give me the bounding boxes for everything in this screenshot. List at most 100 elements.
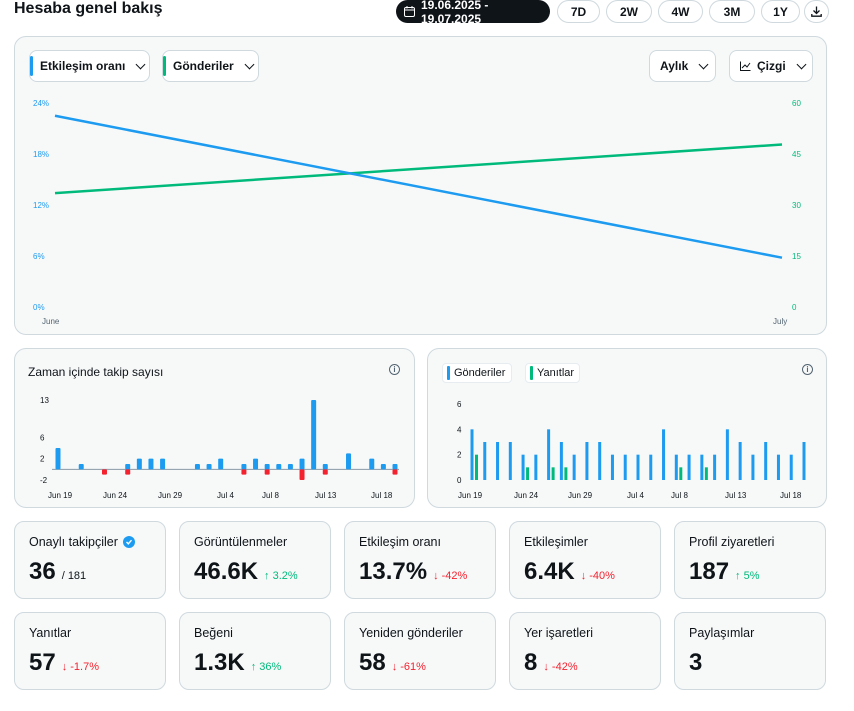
follow-gain-bar bbox=[218, 458, 224, 470]
posts-bar bbox=[649, 454, 653, 480]
follow-loss-bar bbox=[322, 469, 328, 475]
date-range-button[interactable]: 19.06.2025 - 19.07.2025 bbox=[396, 0, 550, 26]
follow-loss-bar bbox=[264, 469, 270, 475]
posts-bar bbox=[572, 454, 576, 480]
stat-card[interactable]: Yeniden gönderiler 58 ↓ -61% bbox=[344, 612, 496, 690]
stat-change: ↑ 5% bbox=[735, 570, 760, 582]
follow-gain-bar bbox=[194, 464, 200, 470]
posts-chart-card: Gönderiler Yanıtlar i 0 2 4 6 Jun 19 Jun 24 Ju… bbox=[427, 348, 827, 508]
stat-change: ↓ -40% bbox=[580, 570, 615, 582]
x-tick-label: Jun 24 bbox=[103, 491, 128, 500]
stat-label-row: Profil ziyaretleri bbox=[689, 535, 774, 549]
stat-value-row: 46.6K ↑ 3.2% bbox=[194, 558, 298, 586]
y-left-tick-label: 12% bbox=[33, 201, 49, 210]
page-title: Hesaba genel bakış bbox=[14, 0, 163, 17]
stat-label: Görüntülenmeler bbox=[194, 535, 288, 549]
replies-bar bbox=[679, 467, 683, 480]
series-line-posts bbox=[54, 143, 783, 195]
stat-change: ↓ -1.7% bbox=[61, 661, 99, 673]
y-left-tick-label: 6% bbox=[33, 252, 45, 261]
stat-card[interactable]: Yer işaretleri 8 ↓ -42% bbox=[509, 612, 661, 690]
stat-card[interactable]: Paylaşımlar 3 bbox=[674, 612, 826, 690]
follow-gain-bar bbox=[78, 464, 84, 470]
posts-bar bbox=[789, 454, 793, 480]
posts-bar bbox=[687, 454, 691, 480]
replies-bar bbox=[526, 467, 530, 480]
legend-posts-swatch bbox=[447, 366, 450, 380]
posts-bar bbox=[547, 429, 551, 480]
line-chart-icon bbox=[740, 61, 751, 71]
main-line-chart: 0% 6% 12% 18% 24% 0 15 30 45 60 June July bbox=[33, 99, 801, 326]
stat-card[interactable]: Profil ziyaretleri 187 ↑ 5% bbox=[674, 521, 826, 599]
follow-gain-bar bbox=[322, 464, 328, 470]
granularity-label: Aylık bbox=[660, 59, 689, 73]
posts-bar bbox=[636, 454, 640, 480]
stat-value-row: 3 bbox=[689, 649, 702, 677]
stat-card[interactable]: Onaylı takipçiler 36 / 181 bbox=[14, 521, 166, 599]
stat-card[interactable]: Beğeni 1.3K ↑ 36% bbox=[179, 612, 331, 690]
metric2-select[interactable]: Gönderiler bbox=[162, 50, 259, 82]
follow-chart-title: Zaman içinde takip sayısı bbox=[28, 365, 164, 379]
posts-bar bbox=[598, 442, 602, 480]
y-tick-label: 2 bbox=[457, 451, 462, 460]
stat-label: Yer işaretleri bbox=[524, 626, 594, 640]
posts-bar bbox=[725, 429, 729, 480]
period-3m-button[interactable]: 3M bbox=[709, 0, 755, 23]
legend-replies[interactable]: Yanıtlar bbox=[525, 363, 580, 383]
stat-label: Onaylı takipçiler bbox=[29, 535, 118, 549]
x-tick-label: Jun 19 bbox=[48, 491, 73, 500]
period-1y-button[interactable]: 1Y bbox=[761, 0, 800, 23]
y-right-tick-label: 30 bbox=[792, 201, 801, 210]
y-right-tick-label: 60 bbox=[792, 99, 801, 108]
metric1-label: Etkileşim oranı bbox=[40, 59, 126, 73]
stat-value-row: 1.3K ↑ 36% bbox=[194, 649, 281, 677]
granularity-select[interactable]: Aylık bbox=[649, 50, 716, 82]
posts-bar bbox=[483, 442, 487, 480]
stat-value: 57 bbox=[29, 649, 56, 676]
stat-card[interactable]: Görüntülenmeler 46.6K ↑ 3.2% bbox=[179, 521, 331, 599]
main-chart-card: Etkileşim oranı Gönderiler Aylık Çizgi 0… bbox=[14, 36, 827, 335]
info-icon[interactable]: i bbox=[389, 364, 400, 375]
follow-gain-bar bbox=[55, 448, 61, 470]
metric1-select[interactable]: Etkileşim oranı bbox=[29, 50, 150, 82]
legend-replies-swatch bbox=[530, 366, 533, 380]
posts-bar bbox=[662, 429, 666, 480]
stat-value-row: 36 / 181 bbox=[29, 558, 86, 586]
legend-posts[interactable]: Gönderiler bbox=[442, 363, 512, 383]
stat-card[interactable]: Etkileşim oranı 13.7% ↓ -42% bbox=[344, 521, 496, 599]
posts-bar bbox=[700, 454, 704, 480]
follow-gain-bar bbox=[125, 464, 131, 470]
stat-label-row: Etkileşim oranı bbox=[359, 535, 441, 549]
info-icon[interactable]: i bbox=[802, 364, 813, 375]
x-tick-label: Jul 8 bbox=[671, 491, 688, 500]
metric2-color-bar bbox=[163, 56, 166, 76]
stat-label: Yanıtlar bbox=[29, 626, 72, 640]
stat-value: 8 bbox=[524, 649, 538, 676]
follow-bar-chart: -2 2 6 13 Jun 19 Jun 24 Jun 29 Jul 4 Jul 8 Jul 13… bbox=[40, 396, 399, 500]
chart-type-select[interactable]: Çizgi bbox=[729, 50, 813, 82]
follow-gain-bar bbox=[160, 458, 166, 470]
follow-gain-bar bbox=[369, 458, 375, 470]
posts-bar bbox=[776, 454, 780, 480]
x-tick-label: Jul 4 bbox=[217, 491, 234, 500]
metric1-color-bar bbox=[30, 56, 33, 76]
posts-bar bbox=[508, 442, 512, 480]
stat-label: Paylaşımlar bbox=[689, 626, 755, 640]
stat-card[interactable]: Etkileşimler 6.4K ↓ -40% bbox=[509, 521, 661, 599]
posts-bar bbox=[496, 442, 500, 480]
x-tick-label: July bbox=[773, 317, 787, 326]
posts-bar bbox=[764, 442, 768, 480]
stat-value-row: 6.4K ↓ -40% bbox=[524, 558, 615, 586]
stat-value-row: 58 ↓ -61% bbox=[359, 649, 426, 677]
follow-loss-bar bbox=[299, 469, 305, 480]
stat-label: Beğeni bbox=[194, 626, 233, 640]
period-7d-button[interactable]: 7D bbox=[557, 0, 600, 23]
stat-card[interactable]: Yanıtlar 57 ↓ -1.7% bbox=[14, 612, 166, 690]
posts-bar bbox=[610, 454, 614, 480]
series-line-engagement-rate bbox=[54, 114, 783, 259]
period-4w-button[interactable]: 4W bbox=[658, 0, 703, 23]
period-2w-button[interactable]: 2W bbox=[606, 0, 652, 23]
posts-bar-chart: 0 2 4 6 Jun 19 Jun 24 Jun 29 Jul 4 Jul 8 Jul 13 Ju… bbox=[457, 400, 806, 500]
follow-gain-bar bbox=[392, 464, 398, 470]
download-button[interactable] bbox=[804, 0, 829, 23]
